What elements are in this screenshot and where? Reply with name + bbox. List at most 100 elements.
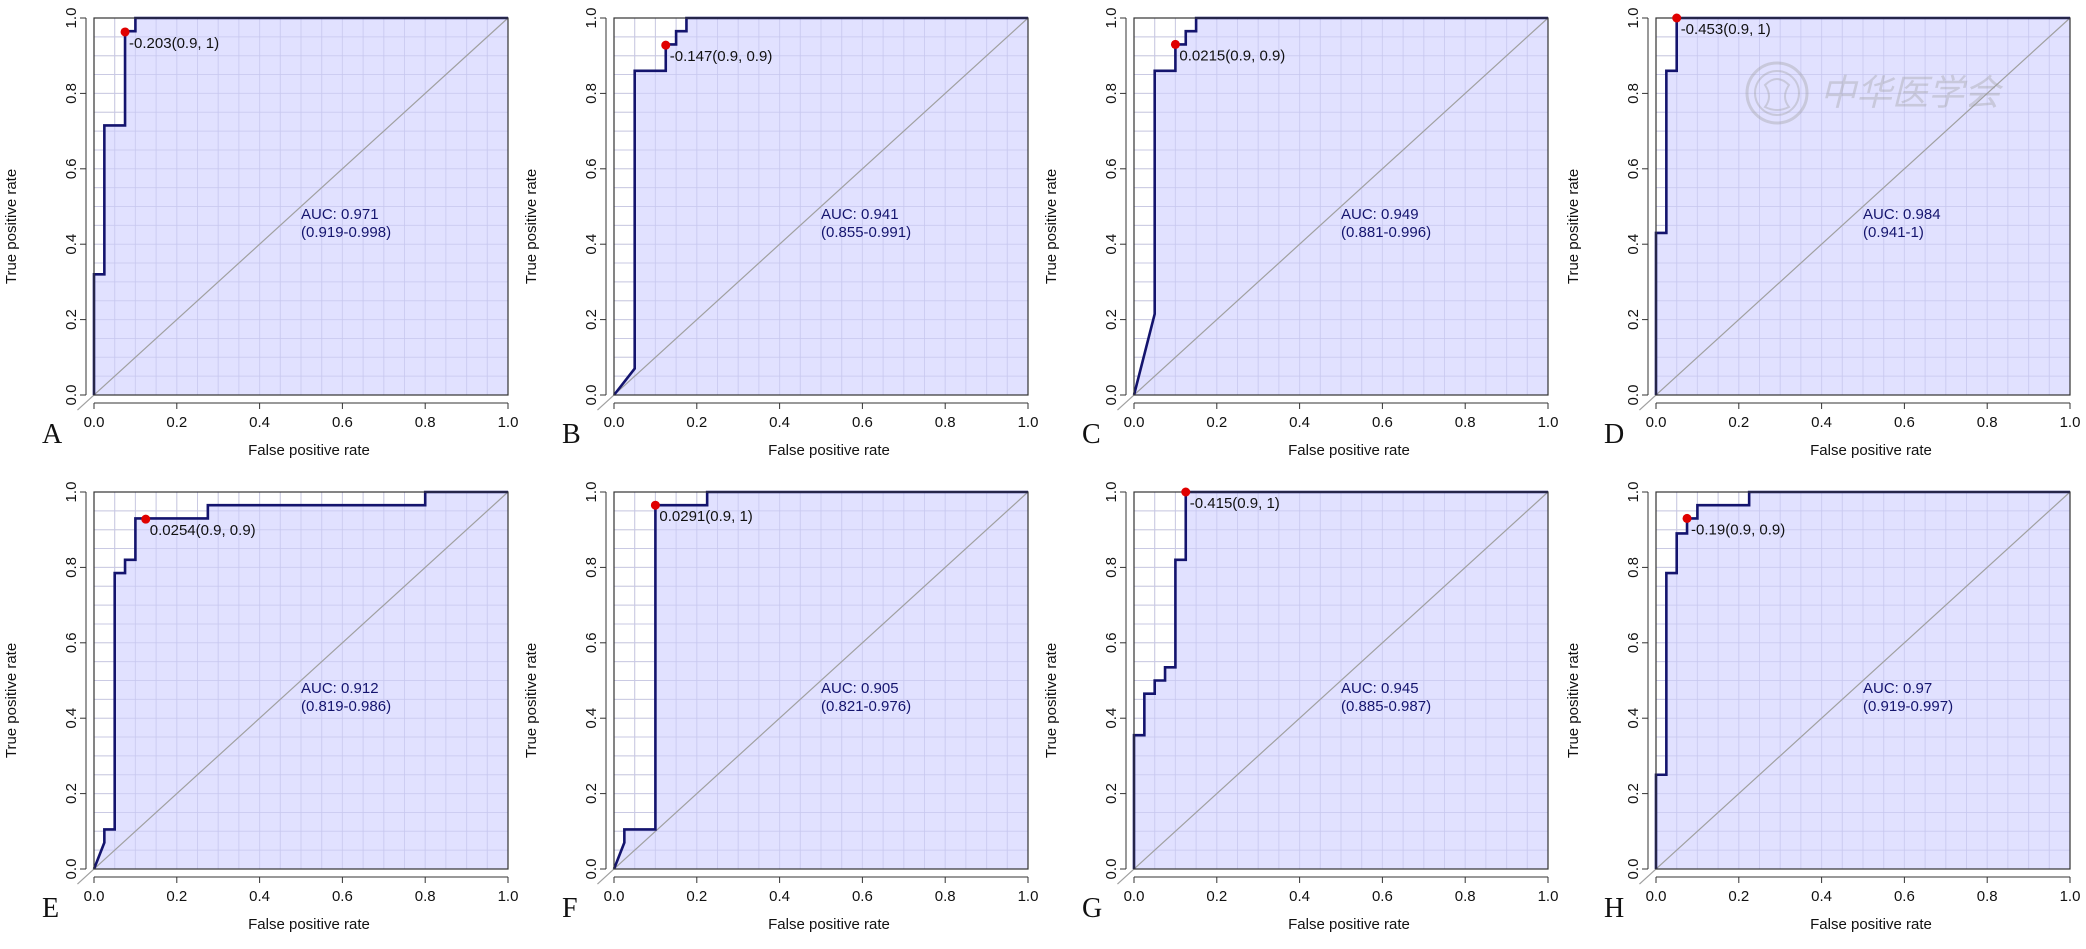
roc-curve-line — [612, 16, 1028, 396]
cutoff-label: 0.0215(0.9, 0.9) — [1179, 47, 1285, 64]
x-tick-label: 0.6 — [332, 888, 353, 905]
y-axis-label: True positive rate — [523, 169, 540, 284]
auc-ci-label: (0.885-0.987) — [1341, 698, 1431, 715]
reference-diagonal — [77, 491, 509, 885]
x-axis: 0.0 0.2 0.4 0.6 0.8 1.0 — [84, 402, 518, 431]
y-tick-label: 0.0 — [1103, 859, 1120, 880]
x-tick-label: 0.6 — [332, 414, 353, 431]
x-axis: 0.0 0.2 0.4 0.6 0.8 1.0 — [1646, 876, 2081, 905]
plot-border — [613, 17, 1029, 396]
y-tick-label: 1.0 — [583, 8, 600, 29]
cutoff-label: 0.0291(0.9, 1) — [659, 508, 752, 525]
y-tick-label: 0.8 — [1625, 557, 1642, 578]
x-tick-label: 1.0 — [2060, 888, 2081, 905]
y-tick-label: 0.6 — [1625, 632, 1642, 653]
x-tick-label: 0.4 — [1811, 414, 1832, 431]
auc-ci-label: (0.941-1) — [1863, 224, 1924, 241]
y-axis: 0.0 0.2 0.4 0.6 0.8 1.0 — [1625, 482, 1649, 880]
x-tick-label: 0.4 — [249, 414, 270, 431]
x-tick-label: 0.2 — [166, 888, 187, 905]
x-tick-label: 0.4 — [1289, 888, 1310, 905]
y-axis-label: True positive rate — [3, 643, 20, 758]
roc-panel-a: 0.0 0.2 0.4 0.6 0.8 1.0 0.0 0.2 0.4 0.6 0.8 1.0 Fals… — [3, 8, 518, 459]
y-tick-label: 0.8 — [583, 83, 600, 104]
y-axis: 0.0 0.2 0.4 0.6 0.8 1.0 — [1103, 8, 1127, 405]
x-tick-label: 1.0 — [2060, 414, 2081, 431]
y-axis: 0.0 0.2 0.4 0.6 0.8 1.0 — [583, 8, 607, 406]
optimal-cutoff-point — [1170, 39, 1180, 49]
x-tick-label: 0.8 — [1455, 414, 1476, 431]
y-tick-label: 1.0 — [63, 8, 80, 29]
watermark-logo: 中华医学会 — [1745, 61, 2004, 125]
cutoff-label: -0.453(0.9, 1) — [1681, 21, 1771, 38]
x-tick-label: 0.2 — [166, 414, 187, 431]
x-tick-label: 0.2 — [1728, 414, 1749, 431]
plot-border — [1655, 491, 2071, 870]
roc-panel-g: 0.0 0.2 0.4 0.6 0.8 1.0 0.0 0.2 0.4 0.6 0.8 1.0 Fals… — [1043, 482, 1559, 933]
roc-curve-line — [1132, 16, 1548, 396]
y-axis: 0.0 0.2 0.4 0.6 0.8 1.0 — [1625, 8, 1649, 406]
plot-border — [1655, 17, 2071, 396]
y-tick-label: 1.0 — [1103, 8, 1120, 29]
roc-curve-line — [1654, 490, 2070, 869]
y-tick-label: 0.2 — [583, 309, 600, 330]
optimal-cutoff-point — [661, 40, 671, 50]
roc-panel-b: 0.0 0.2 0.4 0.6 0.8 1.0 0.0 0.2 0.4 0.6 0.8 1.0 Fals… — [523, 8, 1039, 459]
reference-diagonal — [597, 17, 1029, 411]
x-tick-label: 0.2 — [1728, 888, 1749, 905]
y-tick-label: 0.4 — [63, 708, 80, 729]
x-tick-label: 0.0 — [84, 414, 105, 431]
y-tick-label: 0.8 — [583, 557, 600, 578]
x-tick-label: 0.8 — [415, 888, 436, 905]
x-tick-label: 0.6 — [852, 414, 873, 431]
y-tick-label: 0.0 — [1625, 859, 1642, 880]
y-tick-label: 0.6 — [63, 158, 80, 179]
roc-curve-line — [92, 16, 508, 395]
y-tick-label: 0.0 — [1625, 385, 1642, 406]
y-tick-label: 1.0 — [1625, 8, 1642, 29]
x-tick-label: 1.0 — [1018, 888, 1039, 905]
reference-diagonal — [1639, 491, 2071, 885]
y-tick-label: 0.6 — [1103, 158, 1120, 179]
x-tick-label: 0.2 — [1206, 414, 1227, 431]
x-axis: 0.0 0.2 0.4 0.6 0.8 1.0 — [1124, 402, 1558, 431]
x-tick-label: 0.8 — [1977, 888, 1998, 905]
cutoff-label: -0.415(0.9, 1) — [1190, 495, 1280, 512]
y-tick-label: 0.4 — [1625, 234, 1642, 255]
y-tick-label: 0.6 — [63, 632, 80, 653]
x-axis: 0.0 0.2 0.4 0.6 0.8 1.0 — [1124, 876, 1559, 905]
auc-value-label: AUC: 0.971 — [301, 206, 379, 223]
x-tick-label: 0.2 — [686, 888, 707, 905]
grid-overlay — [93, 491, 509, 870]
y-tick-label: 0.4 — [583, 234, 600, 255]
auc-ci-label: (0.919-0.997) — [1863, 698, 1953, 715]
y-axis: 0.0 0.2 0.4 0.6 0.8 1.0 — [1103, 482, 1127, 880]
grid-overlay — [613, 17, 1029, 396]
x-tick-label: 1.0 — [1018, 414, 1039, 431]
x-tick-label: 1.0 — [498, 888, 519, 905]
x-axis: 0.0 0.2 0.4 0.6 0.8 1.0 — [604, 876, 1039, 905]
x-tick-label: 1.0 — [1538, 888, 1559, 905]
x-tick-label: 0.6 — [852, 888, 873, 905]
panel-letter: C — [1082, 419, 1101, 450]
x-tick-label: 0.8 — [1455, 888, 1476, 905]
grid-overlay — [1133, 17, 1549, 396]
y-tick-label: 0.0 — [583, 385, 600, 406]
y-tick-label: 0.8 — [63, 557, 80, 578]
y-axis: 0.0 0.2 0.4 0.6 0.8 1.0 — [63, 8, 87, 405]
auc-value-label: AUC: 0.97 — [1863, 680, 1932, 697]
y-axis-label: True positive rate — [1043, 169, 1060, 284]
x-tick-label: 0.2 — [686, 414, 707, 431]
panel-letter: H — [1604, 893, 1624, 924]
y-tick-label: 0.8 — [63, 83, 80, 104]
roc-curve-line — [1132, 490, 1548, 869]
reference-diagonal — [77, 17, 509, 411]
plot-border — [1133, 491, 1549, 870]
auc-ci-label: (0.819-0.986) — [301, 698, 391, 715]
x-axis: 0.0 0.2 0.4 0.6 0.8 1.0 — [1646, 402, 2081, 431]
y-tick-label: 1.0 — [1625, 482, 1642, 503]
roc-curve-line — [612, 490, 1028, 870]
plot-border — [93, 17, 509, 396]
y-tick-label: 0.4 — [583, 708, 600, 729]
y-axis-label: True positive rate — [1043, 643, 1060, 758]
